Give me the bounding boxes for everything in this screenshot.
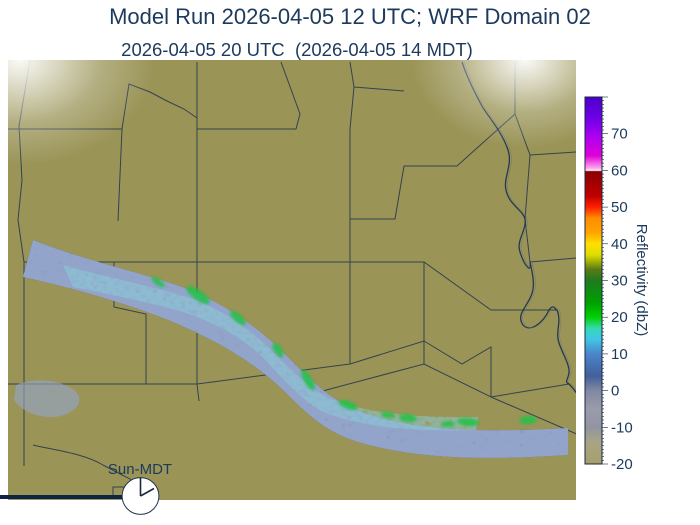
- svg-text:Sun-MDT: Sun-MDT: [108, 461, 172, 478]
